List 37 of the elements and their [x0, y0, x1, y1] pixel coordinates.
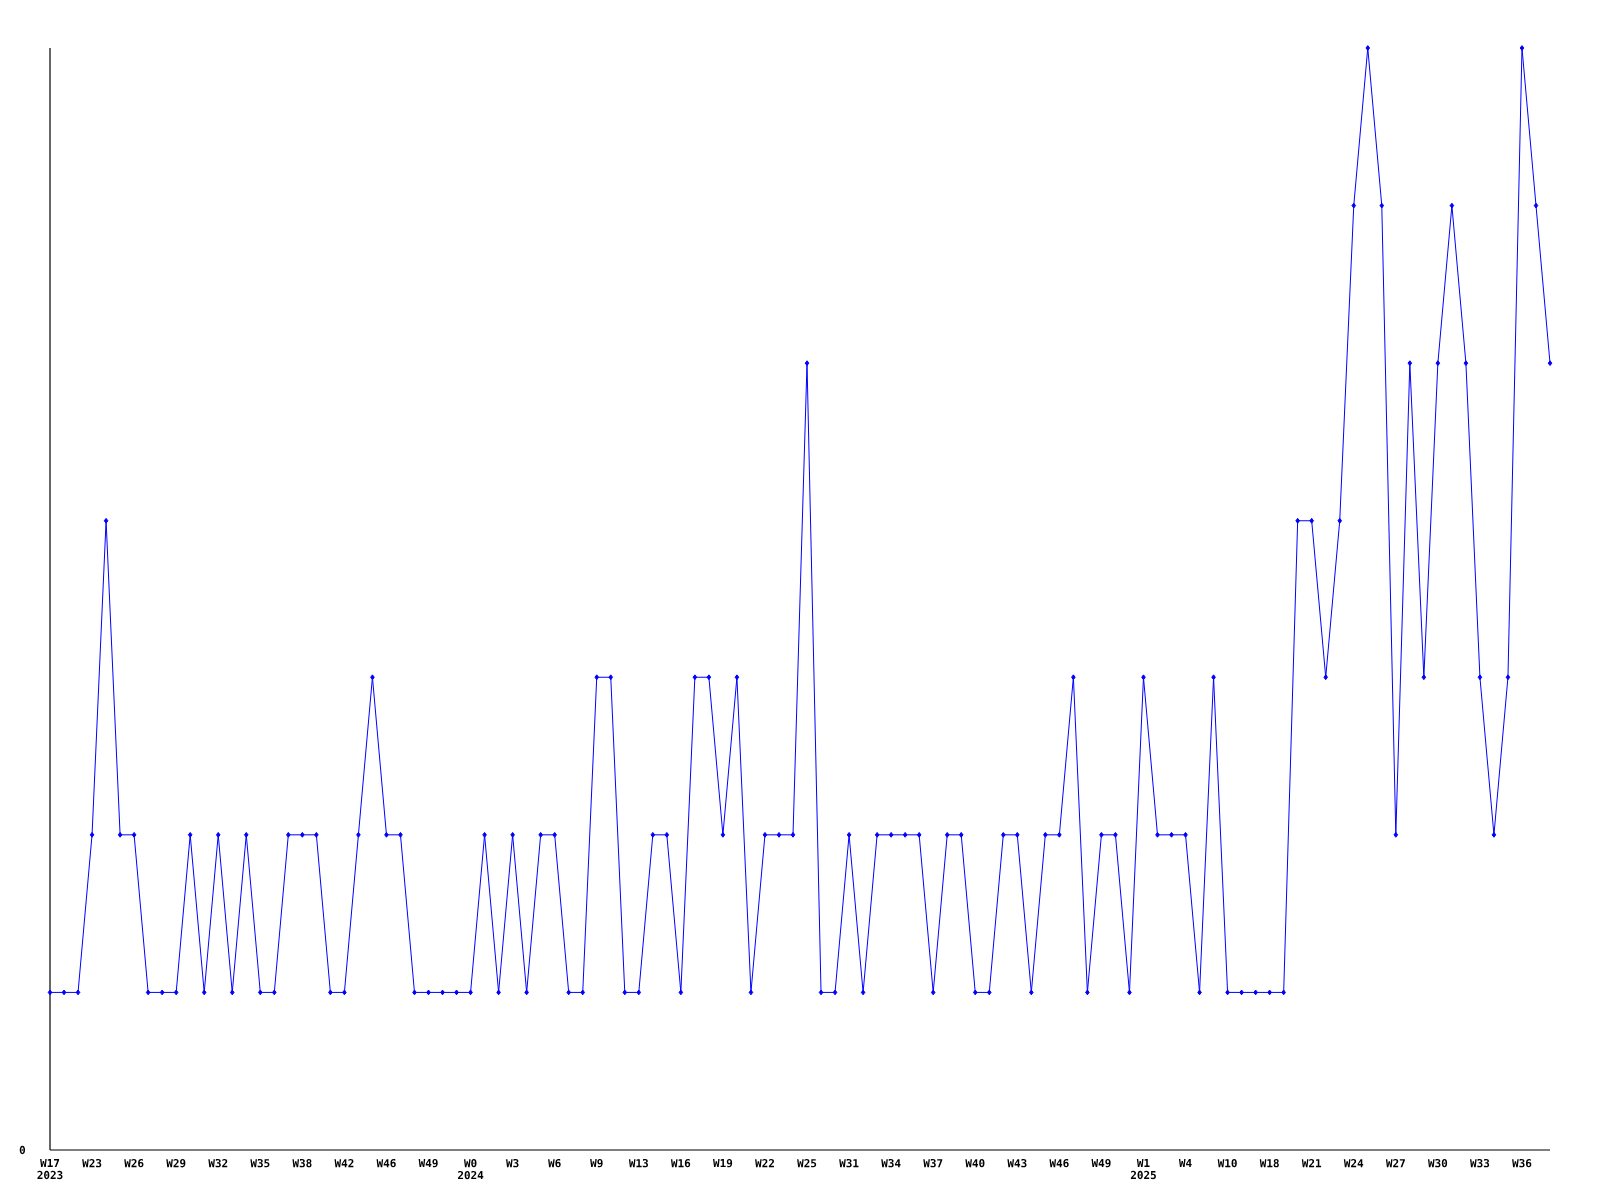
x-tick-label: W43 — [1007, 1159, 1027, 1168]
x-tick-label: W32 — [208, 1159, 228, 1168]
x-tick-label: W38 — [292, 1159, 312, 1168]
x-tick-label: W19 — [713, 1159, 733, 1168]
x-tick-label: W10 — [1217, 1159, 1237, 1168]
x-tick-label: W33 — [1470, 1159, 1490, 1168]
x-tick-label: W21 — [1301, 1159, 1322, 1168]
x-tick-label: W23 — [82, 1159, 102, 1168]
x-tick-label: W9 — [590, 1159, 603, 1168]
x-tick-label: W0 2024 — [458, 1159, 484, 1180]
x-tick-label: W34 — [881, 1159, 901, 1168]
x-tick-label: W42 — [334, 1159, 354, 1168]
x-tick-label: W22 — [755, 1159, 774, 1168]
x-tick-label: W37 — [923, 1159, 943, 1168]
x-tick-label: W29 — [166, 1159, 186, 1168]
x-tick-label: W24 — [1343, 1159, 1364, 1168]
x-tick-label: W36 — [1512, 1159, 1532, 1168]
x-tick-label: W25 — [797, 1159, 817, 1168]
x-tick-label: W6 — [548, 1159, 561, 1168]
x-tick-label: W46 — [1049, 1159, 1069, 1168]
x-tick-label: W3 — [506, 1159, 519, 1168]
text: 0 — [19, 1145, 26, 1155]
x-tick-label: W40 — [965, 1159, 985, 1168]
x-tick-label: W18 — [1259, 1159, 1279, 1168]
x-tick-label: W4 — [1178, 1159, 1192, 1168]
x-tick-label: W46 — [376, 1159, 396, 1168]
x-tick-label: W30 — [1427, 1159, 1448, 1168]
x-tick-label: W13 — [628, 1159, 648, 1168]
x-tick-label: W17 2023 — [37, 1159, 63, 1180]
x-tick-label: W49 — [418, 1159, 438, 1168]
x-tick-label: W16 — [670, 1159, 691, 1168]
x-tick-label: W26 — [124, 1159, 144, 1168]
x-tick-label: W35 — [250, 1159, 270, 1168]
x-tick-label: W49 — [1091, 1159, 1111, 1168]
x-tick-label: W31 — [839, 1159, 859, 1168]
x-tick-label: W1 2025 — [1130, 1159, 1156, 1180]
x-tick-label: W27 — [1385, 1159, 1405, 1168]
